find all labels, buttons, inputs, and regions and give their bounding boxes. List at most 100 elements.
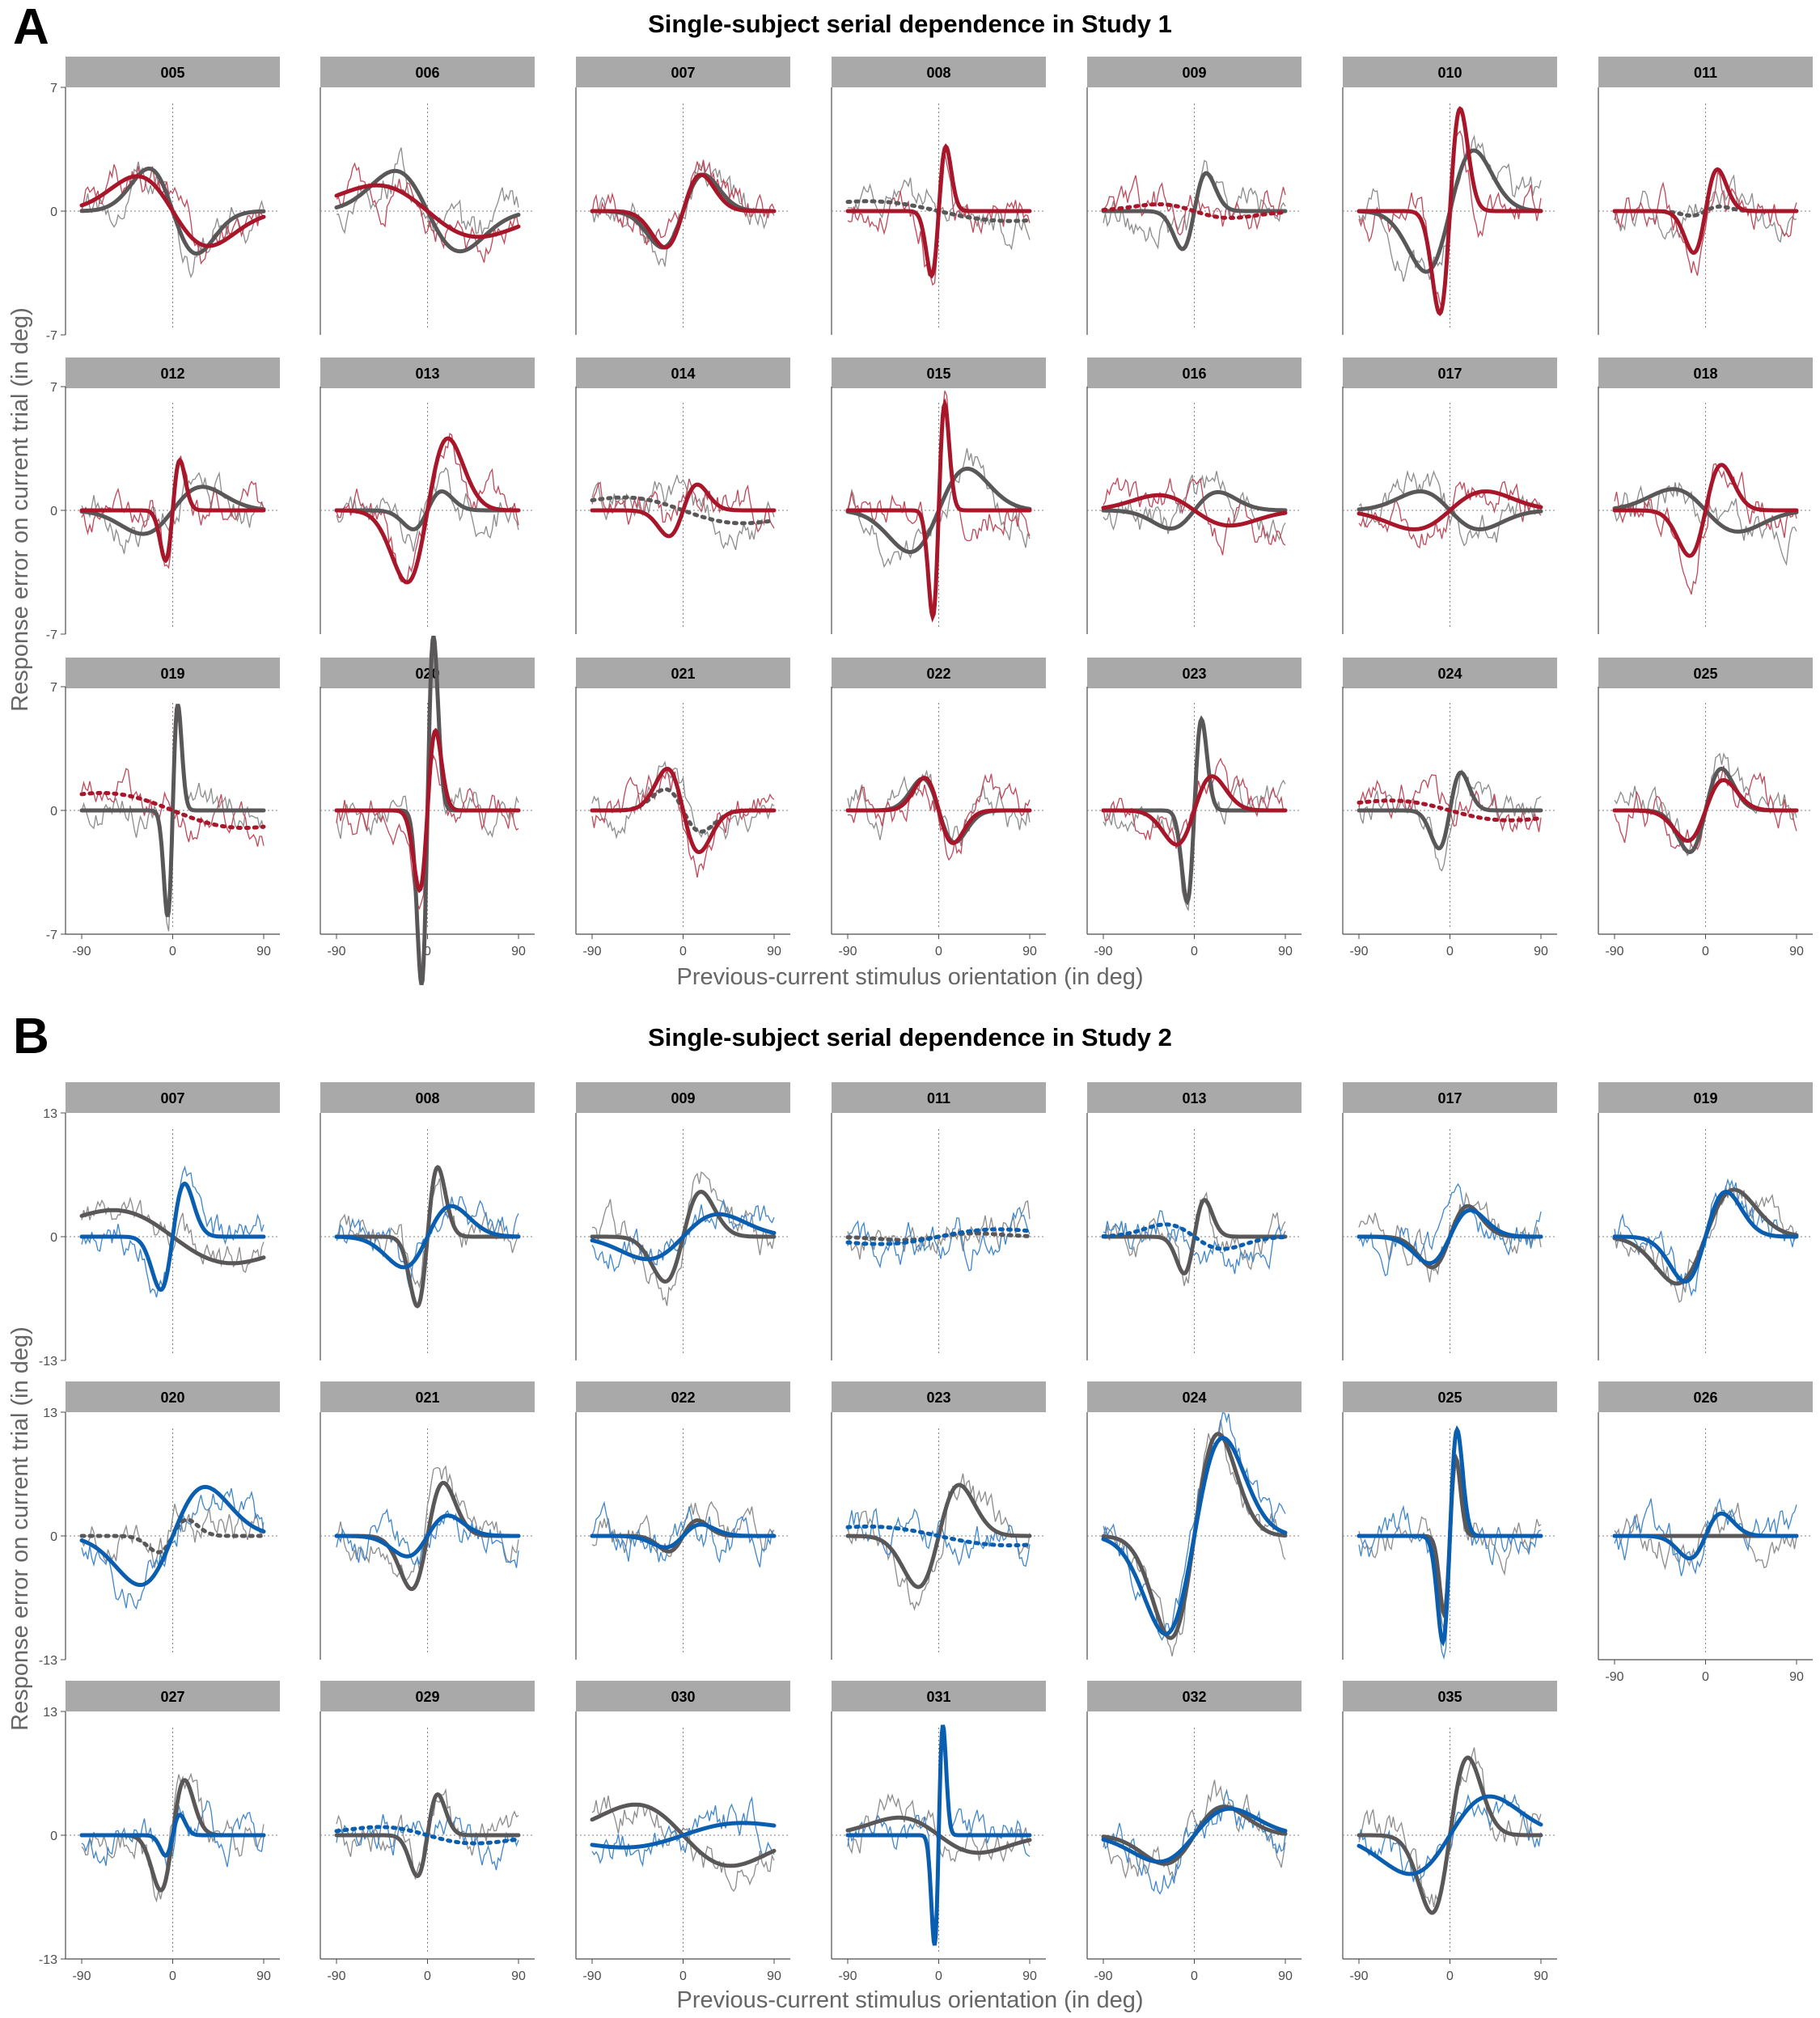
facet-b-031: 031 -90 0 90	[831, 1681, 1046, 1983]
facet-strip	[320, 57, 535, 87]
facet-strip-label: 011	[1694, 65, 1717, 81]
facet-strip-label: 027	[160, 1689, 184, 1705]
colored-model-fit	[590, 1522, 777, 1550]
gray-raw-trace	[847, 1473, 1031, 1611]
gray-raw-trace	[336, 1465, 519, 1583]
gray-raw-trace	[1358, 768, 1542, 872]
facet-strip	[1343, 1082, 1557, 1113]
y-tick-label: 13	[43, 1706, 57, 1720]
facet-b-009: 009	[575, 1082, 790, 1360]
colored-model-fit	[845, 1724, 1032, 1946]
x-tick-label: -90	[838, 945, 857, 958]
facet-a-016: 016	[1086, 357, 1302, 634]
facet-strip-label: 015	[926, 366, 950, 382]
facet-strip	[1343, 1681, 1557, 1711]
facet-strip	[66, 357, 280, 388]
x-tick-label: -90	[1605, 1670, 1623, 1684]
facet-strip-label: 009	[671, 1090, 695, 1106]
x-tick-label: -90	[838, 1969, 857, 1983]
x-tick-label: 90	[1022, 1969, 1037, 1983]
facet-strip-label: 021	[671, 666, 695, 682]
x-tick-label: 90	[256, 945, 271, 958]
facet-b-032: 032 -90 0 90	[1086, 1681, 1302, 1983]
x-tick-label: 90	[1022, 945, 1037, 958]
facet-strip	[66, 1082, 280, 1113]
facet-a-006: 006	[320, 57, 535, 335]
facet-strip	[1087, 357, 1302, 388]
facet-strip-label: 008	[926, 65, 950, 81]
x-tick-label: -90	[582, 1969, 601, 1983]
gray-model-fit	[79, 704, 266, 917]
facet-a-025: 025 -90 0 90	[1598, 658, 1813, 958]
x-tick-label: -90	[1349, 945, 1368, 958]
x-tick-label: 90	[511, 1969, 526, 1983]
colored-model-fit	[845, 1227, 1032, 1246]
x-tick-label: 0	[1191, 1969, 1198, 1983]
colored-raw-trace	[81, 164, 265, 265]
facet-strip-label: 023	[926, 1390, 950, 1406]
colored-model-fit	[334, 727, 521, 894]
facet-strip	[66, 658, 280, 688]
y-tick-label: -7	[46, 628, 57, 642]
x-tick-label: 90	[1789, 1670, 1804, 1684]
x-tick-label: 90	[1534, 945, 1548, 958]
x-tick-label: 0	[424, 945, 431, 958]
colored-model-fit	[1612, 167, 1799, 256]
colored-model-fit	[845, 143, 1032, 279]
facet-strip-label: 005	[160, 65, 184, 81]
colored-model-fit	[79, 1181, 266, 1292]
colored-model-fit	[590, 172, 777, 250]
facet-strip-label: 016	[1182, 366, 1206, 382]
facet-a-005: 005 7 0 -7	[46, 57, 280, 343]
facet-b-025: 025	[1342, 1381, 1557, 1661]
facet-b-029: 029 -90 0 90	[320, 1681, 535, 1983]
x-tick-label: 90	[256, 1969, 271, 1983]
y-tick-label: 0	[50, 1830, 57, 1843]
facet-strip-label: 007	[671, 65, 695, 81]
y-tick-label: 0	[50, 1530, 57, 1544]
y-tick-label: -13	[39, 1953, 57, 1967]
colored-model-fit	[334, 1513, 521, 1559]
facet-b-019: 019	[1598, 1082, 1813, 1360]
colored-raw-trace	[847, 1206, 1031, 1271]
facet-b-017: 017	[1342, 1082, 1557, 1360]
x-tick-label: 90	[511, 945, 526, 958]
x-tick-label: 90	[767, 945, 781, 958]
x-tick-label: 0	[424, 1969, 431, 1983]
x-tick-label: 0	[679, 945, 687, 958]
colored-raw-trace	[591, 1796, 775, 1868]
facet-b-021: 021	[320, 1381, 535, 1660]
panel-a-y-axis-title: Response error on current trial (in deg)	[7, 307, 33, 712]
facet-strip-label: 026	[1693, 1390, 1717, 1406]
colored-model-fit	[845, 398, 1032, 623]
facet-strip	[832, 658, 1046, 688]
facet-strip	[1343, 658, 1557, 688]
facet-strip	[576, 658, 790, 688]
x-tick-label: 0	[679, 1969, 687, 1983]
colored-model-fit	[1357, 1208, 1543, 1266]
facet-strip-label: 011	[927, 1090, 950, 1106]
panel-a-title: Single-subject serial dependence in Stud…	[648, 10, 1172, 38]
facet-b-030: 030 -90 0 90	[575, 1681, 790, 1983]
facet-strip	[1087, 1082, 1302, 1113]
facet-strip	[832, 1082, 1046, 1113]
y-tick-label: 13	[43, 1407, 57, 1420]
colored-raw-trace	[591, 1500, 775, 1567]
colored-raw-trace	[847, 773, 1031, 861]
x-tick-label: -90	[72, 945, 91, 958]
colored-model-fit	[845, 776, 1032, 845]
facet-strip	[1598, 1381, 1813, 1412]
facet-a-009: 009	[1086, 57, 1302, 335]
x-tick-label: 0	[1702, 1670, 1709, 1684]
colored-model-fit	[1357, 489, 1543, 531]
facet-strip	[576, 1381, 790, 1412]
colored-model-fit	[1101, 1806, 1288, 1864]
gray-raw-trace	[591, 1795, 775, 1893]
x-tick-label: -90	[1605, 945, 1623, 958]
facet-strip-label: 012	[160, 366, 184, 382]
facet-strip	[1598, 57, 1813, 87]
facet-strip-label: 017	[1437, 366, 1462, 382]
y-tick-label: 13	[43, 1107, 57, 1121]
